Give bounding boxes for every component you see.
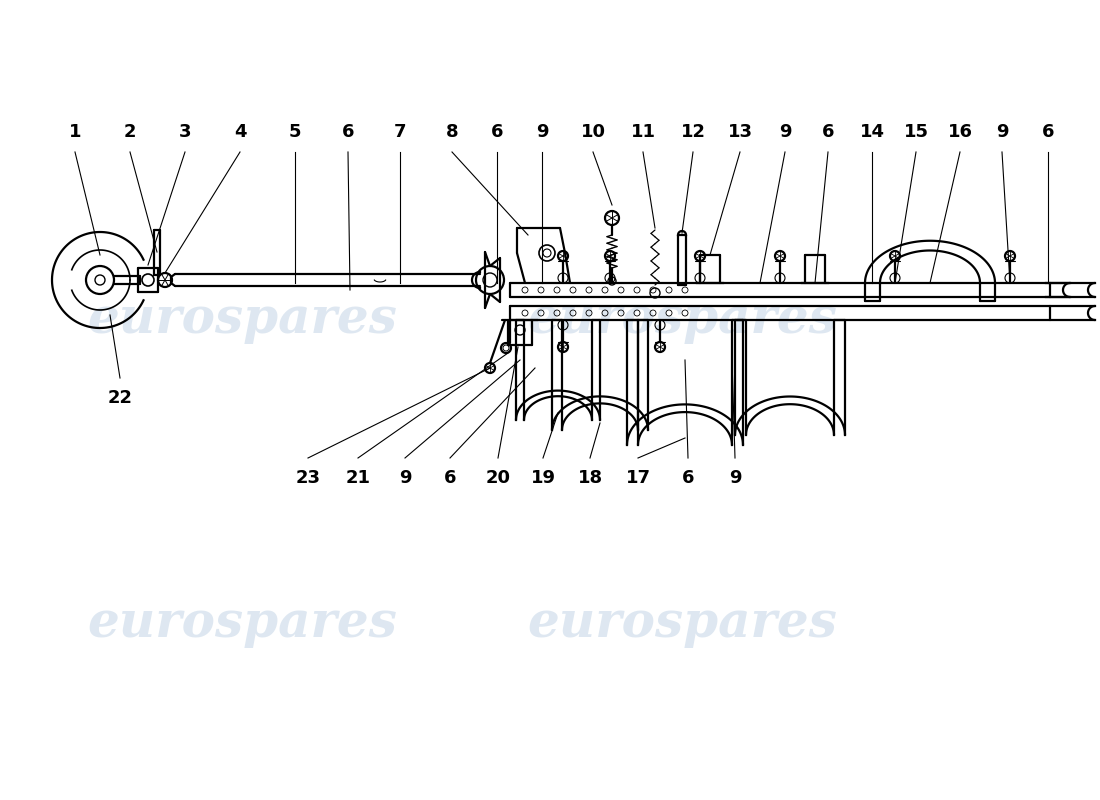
Text: 11: 11 xyxy=(630,123,656,141)
Text: 9: 9 xyxy=(398,469,411,487)
Text: 10: 10 xyxy=(581,123,605,141)
Text: 4: 4 xyxy=(233,123,246,141)
Text: 16: 16 xyxy=(947,123,972,141)
Text: 9: 9 xyxy=(728,469,741,487)
Text: 17: 17 xyxy=(626,469,650,487)
Text: eurospares: eurospares xyxy=(87,295,397,345)
Text: 13: 13 xyxy=(727,123,752,141)
Text: 5: 5 xyxy=(288,123,301,141)
Text: 2: 2 xyxy=(123,123,136,141)
Text: 23: 23 xyxy=(296,469,320,487)
Text: 3: 3 xyxy=(178,123,191,141)
Text: 6: 6 xyxy=(822,123,834,141)
Text: 20: 20 xyxy=(485,469,510,487)
Text: 9: 9 xyxy=(536,123,548,141)
Text: 14: 14 xyxy=(859,123,884,141)
Text: 9: 9 xyxy=(996,123,1009,141)
Text: 6: 6 xyxy=(1042,123,1054,141)
Text: eurospares: eurospares xyxy=(527,599,837,649)
Text: 9: 9 xyxy=(779,123,791,141)
Text: 6: 6 xyxy=(682,469,694,487)
Text: 8: 8 xyxy=(446,123,459,141)
Text: 1: 1 xyxy=(68,123,81,141)
Text: eurospares: eurospares xyxy=(527,295,837,345)
Text: 22: 22 xyxy=(108,389,132,407)
Text: 15: 15 xyxy=(903,123,928,141)
Text: 6: 6 xyxy=(443,469,456,487)
Text: 12: 12 xyxy=(681,123,705,141)
Text: 7: 7 xyxy=(394,123,406,141)
Text: 6: 6 xyxy=(342,123,354,141)
Text: 21: 21 xyxy=(345,469,371,487)
Text: 6: 6 xyxy=(491,123,504,141)
Text: 18: 18 xyxy=(578,469,603,487)
Text: eurospares: eurospares xyxy=(87,599,397,649)
Text: 19: 19 xyxy=(530,469,556,487)
